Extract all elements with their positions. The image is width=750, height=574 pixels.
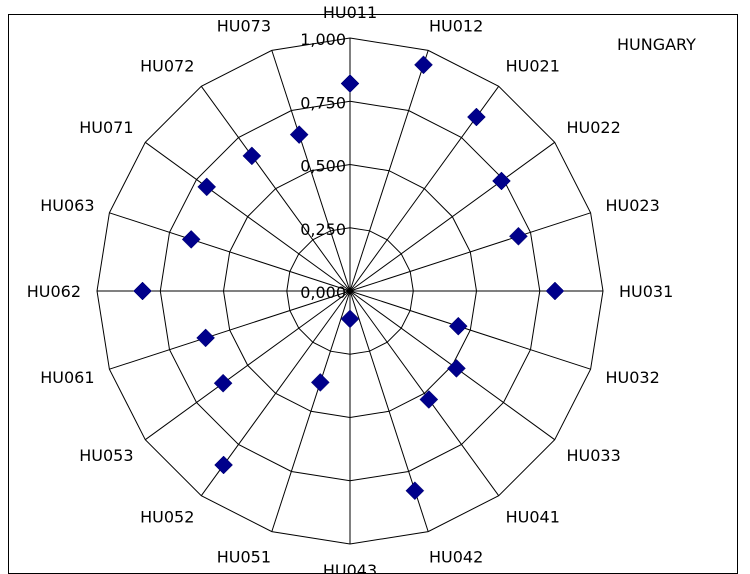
data-point-HU021 xyxy=(467,107,486,127)
category-label-HU053: HU053 xyxy=(79,446,133,465)
spoke-line xyxy=(109,290,351,370)
data-point-HU052 xyxy=(214,455,233,475)
data-point-HU072 xyxy=(242,146,262,166)
category-label-HU062: HU062 xyxy=(27,282,81,301)
category-label-HU051: HU051 xyxy=(217,547,271,566)
data-series xyxy=(133,55,565,501)
category-label-HU021: HU021 xyxy=(506,56,560,75)
data-point-HU023 xyxy=(509,226,528,246)
chart-title: HUNGARY xyxy=(617,35,696,54)
category-label-HU052: HU052 xyxy=(140,508,194,527)
category-labels: HU011 HU012 HU021 HU022 HU023 HU031 HU032 HU033… xyxy=(27,3,674,573)
data-point-HU033 xyxy=(447,358,466,378)
category-label-HU011: HU011 xyxy=(323,3,377,22)
category-label-HU022: HU022 xyxy=(567,118,621,137)
spoke-line xyxy=(349,141,555,292)
radar-spokes xyxy=(97,38,603,544)
data-point-HU032 xyxy=(448,316,468,336)
data-point-HU012 xyxy=(414,55,433,75)
spoke-line xyxy=(349,290,591,370)
data-point-HU031 xyxy=(545,281,565,301)
radial-tick-label: 0,500 xyxy=(300,157,346,176)
spoke-line xyxy=(271,290,351,532)
chart-frame xyxy=(8,14,738,574)
category-label-HU072: HU072 xyxy=(140,56,194,75)
spoke-line xyxy=(200,86,351,292)
category-label-HU012: HU012 xyxy=(429,17,483,36)
category-label-HU073: HU073 xyxy=(217,17,271,36)
radial-tick-label: 0,250 xyxy=(300,220,346,239)
data-point-HU043 xyxy=(340,309,360,329)
data-point-HU073 xyxy=(289,125,309,144)
category-label-HU041: HU041 xyxy=(506,508,560,527)
spoke-line xyxy=(349,212,591,292)
spoke-line xyxy=(145,141,351,292)
data-point-HU051 xyxy=(310,373,330,392)
radial-tick-label: 0,000 xyxy=(300,283,346,302)
category-label-HU043: HU043 xyxy=(323,561,377,573)
data-point-HU011 xyxy=(340,74,360,93)
spoke-line xyxy=(349,50,429,292)
category-label-HU023: HU023 xyxy=(606,196,660,215)
category-label-HU033: HU033 xyxy=(567,446,621,465)
data-point-HU071 xyxy=(197,177,217,197)
data-point-HU022 xyxy=(492,171,511,191)
data-point-HU053 xyxy=(213,373,233,393)
radial-tick-labels: 0,000 0,250 0,500 0,750 1,000 xyxy=(300,30,346,302)
category-label-HU063: HU063 xyxy=(40,196,94,215)
spoke-line xyxy=(109,212,351,292)
radial-tick-label: 0,750 xyxy=(300,93,346,112)
radial-tick-label: 1,000 xyxy=(300,30,346,49)
spoke-line xyxy=(271,50,351,292)
category-label-HU031: HU031 xyxy=(619,282,673,301)
data-point-HU041 xyxy=(419,390,439,409)
category-label-HU042: HU042 xyxy=(429,547,483,566)
spoke-line xyxy=(349,290,500,496)
category-label-HU032: HU032 xyxy=(606,368,660,387)
category-label-HU071: HU071 xyxy=(79,118,133,137)
data-point-HU062 xyxy=(133,281,152,301)
data-point-HU061 xyxy=(196,328,215,348)
data-point-HU063 xyxy=(181,230,201,249)
spoke-line xyxy=(145,290,351,441)
data-point-HU042 xyxy=(405,481,425,501)
category-label-HU061: HU061 xyxy=(40,368,94,387)
